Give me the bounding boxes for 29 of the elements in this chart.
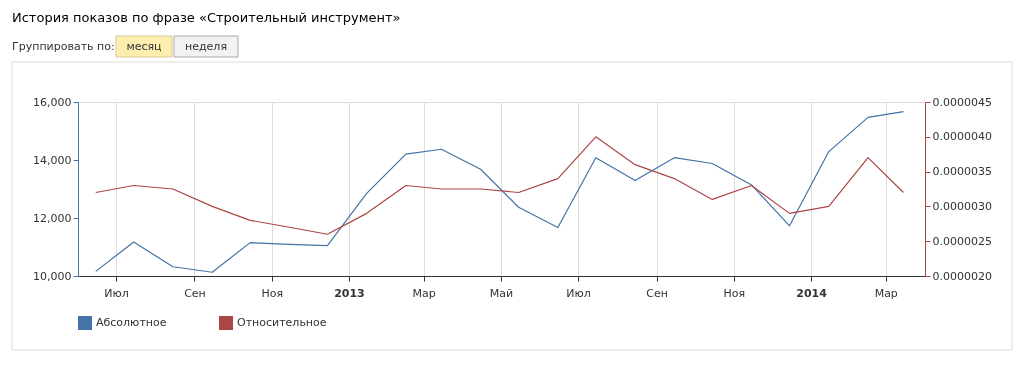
text: Группировать по: <box>12 40 115 53</box>
x-tick-label: Мар <box>412 286 436 300</box>
y2-tick-label: 0.0000030 <box>932 199 992 213</box>
x-tick-label: Сен <box>184 286 206 300</box>
x-tick-label: Май <box>489 286 514 300</box>
line-series <box>95 136 905 235</box>
y2-tick-label: 0.0000020 <box>932 269 992 283</box>
y-tick-label: 16,000 <box>33 95 72 109</box>
text: неделя <box>185 40 227 53</box>
chart-title: История показов по фразе «Строительный инструмент» <box>12 10 401 25</box>
x-tick-label: Ноя <box>261 286 284 300</box>
y-tick-label: 10,000 <box>33 269 72 283</box>
legend-label: Абсолютное <box>96 316 167 329</box>
y2-tick-label: 0.0000025 <box>932 234 992 248</box>
y2-tick-label: 0.0000045 <box>932 95 992 109</box>
y2-tick-label: 0.0000040 <box>932 130 992 144</box>
y2-tick-label: 0.0000035 <box>932 165 992 179</box>
x-tick-label: 2013 <box>334 286 365 300</box>
x-tick-label: Ноя <box>723 286 746 300</box>
text: месяц <box>126 40 162 53</box>
line-series <box>95 110 905 273</box>
x-tick-label: Июл <box>566 286 591 300</box>
x-tick-label: Мар <box>874 286 898 300</box>
legend-label: Относительное <box>237 316 327 329</box>
y-tick-label: 12,000 <box>33 211 72 225</box>
y-tick-label: 14,000 <box>33 153 72 167</box>
x-tick-label: Июл <box>104 286 129 300</box>
x-tick-label: Сен <box>646 286 668 300</box>
x-tick-label: 2014 <box>796 286 828 300</box>
